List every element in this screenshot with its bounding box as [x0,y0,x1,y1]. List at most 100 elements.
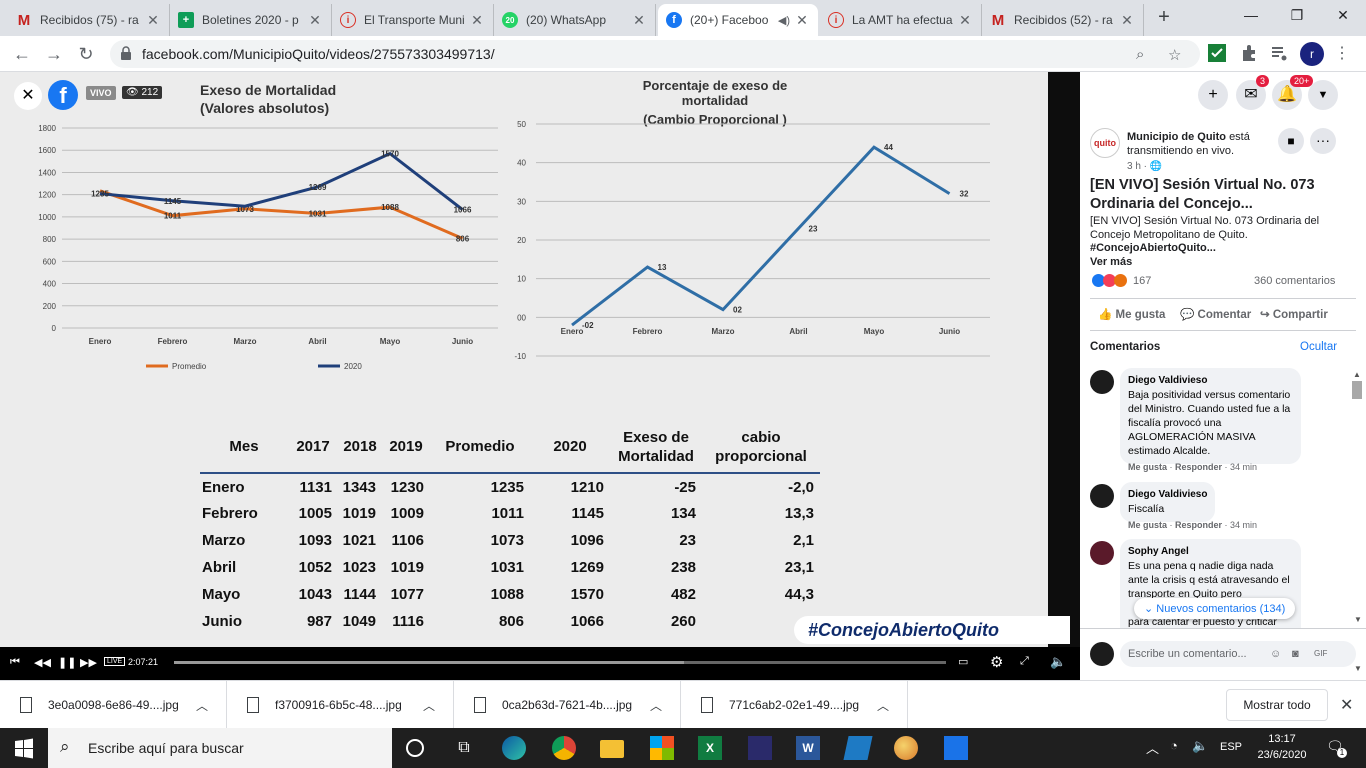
comment-like-link[interactable]: Me gusta [1128,462,1168,472]
chrome-icon[interactable] [552,736,576,760]
post-hashtag[interactable]: #ConcejoAbiertoQuito... [1090,242,1216,254]
comment-author[interactable]: Sophy Angel [1128,546,1189,557]
photos-icon[interactable] [944,736,968,760]
comments-scrollbar[interactable]: ▲ [1352,370,1362,622]
avatar[interactable] [1090,484,1114,508]
close-video-button[interactable]: ✕ [14,82,42,110]
forward-icon[interactable]: ▶▶ [80,657,97,669]
comment-author[interactable]: Diego Valdivieso [1128,489,1208,500]
clock[interactable]: 13:17 23/6/2020 [1254,731,1310,763]
download-item[interactable]: 3e0a0098-6e86-49....jpg ︿ [0,681,227,729]
back-button[interactable]: ← [13,44,31,64]
comment-input[interactable]: Escribe un comentario... ☺ ◙ GIF [1120,641,1356,667]
star-icon[interactable]: ☆ [1168,47,1182,64]
settings-gear-icon[interactable]: ⚙ [990,654,1004,671]
close-icon[interactable]: ✕ [959,11,971,28]
comment-like-link[interactable]: Me gusta [1128,520,1168,530]
account-menu-button[interactable]: ▼ [1308,80,1338,110]
share-button[interactable]: ↪ Compartir [1260,307,1328,321]
address-bar[interactable]: facebook.com/MunicipioQuito/videos/27557… [110,40,1200,68]
save-icon[interactable]: ■ [1278,128,1304,154]
like-button[interactable]: 👍 Me gusta [1098,307,1165,321]
reload-button[interactable]: ↻ [78,44,94,64]
reactions[interactable]: 167 [1092,274,1151,287]
profile-avatar[interactable]: r [1300,42,1324,66]
avatar[interactable] [1090,541,1114,565]
restore-button[interactable]: ❐ [1290,7,1304,23]
create-button[interactable]: + [1198,80,1228,110]
video-player[interactable]: Exeso de Mortalidad (Valores absolutos) … [0,72,1080,680]
pip-icon[interactable]: ▭ [958,656,969,668]
tab-sheets[interactable]: + Boletines 2020 - p ✕ [170,4,332,36]
close-icon[interactable]: ✕ [796,11,808,28]
download-item[interactable]: f3700916-6b5c-48....jpg ︿ [227,681,454,729]
chevron-up-icon[interactable]: ︿ [877,698,890,713]
volume-icon[interactable]: 🔈 [1050,654,1067,669]
new-comments-button[interactable]: ⌄ Nuevos comentarios (134) [1134,598,1296,619]
puzzle-icon[interactable] [1238,42,1260,64]
see-more-link[interactable]: Ver más [1090,256,1133,268]
menu-dots-icon[interactable]: ⋮ [1334,45,1350,62]
zoom-icon[interactable]: ⌕ [1136,46,1145,63]
network-icon[interactable]: ◔ [1170,738,1178,753]
windows-start-icon[interactable] [12,736,36,760]
show-all-button[interactable]: Mostrar todo [1226,689,1328,721]
volume-tray-icon[interactable]: 🔈 [1192,738,1209,753]
facebook-logo-icon[interactable]: f [48,80,78,110]
edge-icon[interactable] [502,736,526,760]
excel-icon[interactable]: X [698,736,722,760]
media-queue-icon[interactable] [1268,42,1290,64]
my-avatar[interactable] [1090,642,1114,666]
camera-icon[interactable]: ◙ [1292,648,1299,660]
download-item[interactable]: 771c6ab2-02e1-49....jpg ︿ [681,681,908,729]
chevron-up-icon[interactable]: ︿ [650,698,663,713]
store-icon[interactable] [650,736,674,760]
forward-button[interactable]: → [45,44,63,64]
close-icon[interactable]: ✕ [1121,11,1133,28]
file-explorer-icon[interactable] [600,740,624,758]
minimize-button[interactable]: — [1244,7,1258,23]
emoji-icon[interactable]: ☺ [1270,648,1282,660]
fullscreen-icon[interactable]: ⤢ [1020,655,1029,667]
taskbar-search[interactable]: ⌕ Escribe aquí para buscar [48,728,392,768]
scroll-thumb[interactable] [1352,381,1362,399]
comments-count[interactable]: 360 comentarios [1254,275,1336,287]
paint-icon[interactable] [894,736,918,760]
language-indicator[interactable]: ESP [1220,741,1243,753]
tab-gmail-2[interactable]: M Recibidos (52) - ra ✕ [982,4,1144,36]
close-icon[interactable]: ✕ [147,11,159,28]
messenger-icon[interactable]: ✉ [1236,80,1266,110]
tray-chevron-icon[interactable]: ︿ [1146,741,1160,756]
skip-back-icon[interactable]: ⏮ [10,656,20,668]
more-options-icon[interactable]: ··· [1310,128,1336,154]
live-indicator[interactable]: LIVE [104,657,126,666]
close-icon[interactable]: ✕ [633,11,645,28]
comment-reply-link[interactable]: Responder [1175,462,1223,472]
close-icon[interactable]: ✕ [471,11,483,28]
tab-amt[interactable]: i La AMT ha efectua ✕ [820,4,982,36]
extension-check-icon[interactable] [1206,42,1228,64]
page-avatar[interactable]: quito [1090,128,1120,158]
chevron-up-icon[interactable]: ︿ [423,698,436,713]
tab-gmail-1[interactable]: M Recibidos (75) - ra ✕ [8,4,170,36]
task-view-icon[interactable]: ⧉ [458,739,470,756]
rewind-icon[interactable]: ◀◀ [34,657,51,669]
chevron-up-icon[interactable]: ︿ [196,698,209,713]
panel-scroll-down-icon[interactable]: ▼ [1354,664,1362,673]
speaker-icon[interactable]: ◀) [777,14,790,27]
scroll-down-icon[interactable]: ▼ [1354,615,1362,624]
post-title[interactable]: [EN VIVO] Sesión Virtual No. 073 Ordinar… [1090,177,1315,212]
download-item[interactable]: 0ca2b63d-7621-4b....jpg ︿ [454,681,681,729]
page-name[interactable]: Municipio de Quito [1127,131,1226,143]
avatar[interactable] [1090,370,1114,394]
pause-icon[interactable]: ❚❚ [58,657,77,669]
app-icon[interactable] [748,736,772,760]
comment-button[interactable]: 💬 Comentar [1180,307,1251,321]
tab-transporte[interactable]: i El Transporte Muni ✕ [332,4,494,36]
tab-whatsapp[interactable]: 20 (20) WhatsApp ✕ [494,4,656,36]
hide-comments-link[interactable]: Ocultar [1300,341,1338,353]
close-window-button[interactable]: ✕ [1337,7,1349,23]
word-icon[interactable]: W [796,736,820,760]
close-downloads-icon[interactable]: ✕ [1340,697,1354,714]
tab-facebook[interactable]: f (20+) Faceboo ◀) ✕ [658,4,818,36]
